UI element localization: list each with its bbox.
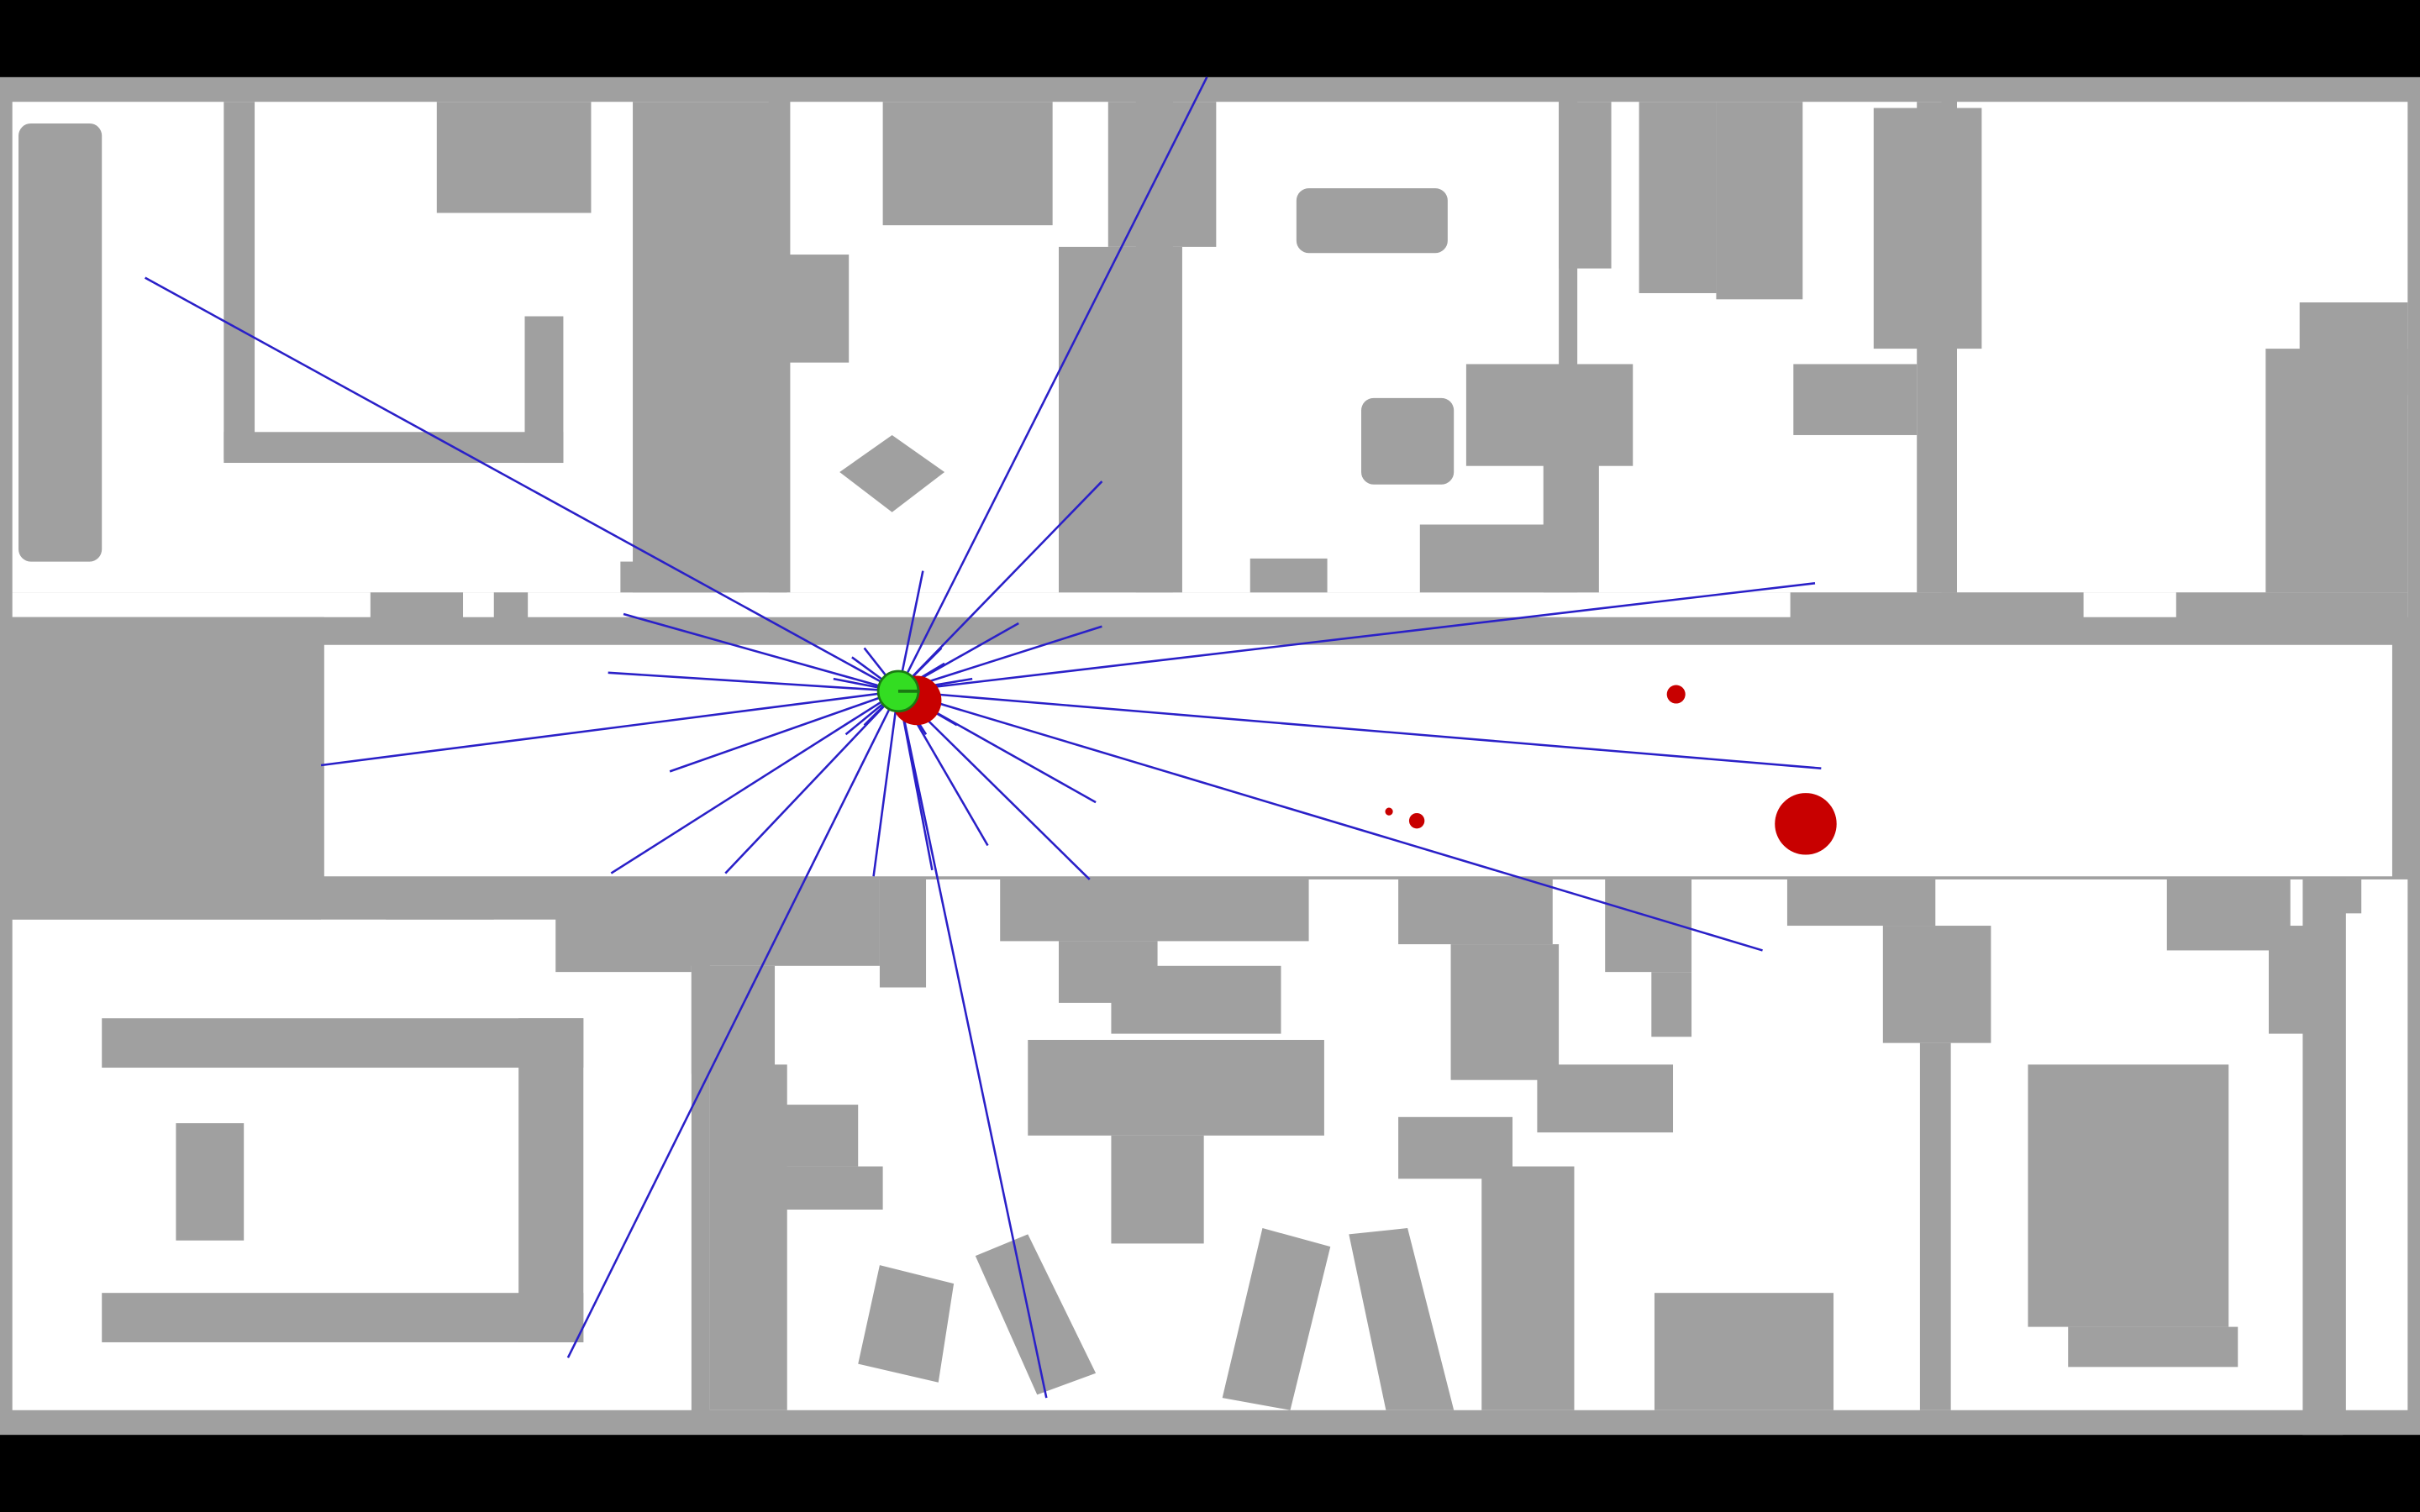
laser-scan [145,76,1822,1399]
laser-ray [145,276,899,692]
laser-ray [724,690,899,874]
letterbox-top [0,0,2420,77]
laser-ray [897,76,1208,692]
laser-ray [897,690,1091,880]
laser-ray [669,690,899,773]
laser-ray [320,690,899,767]
laser-ray [872,690,900,877]
particle-cluster [1385,807,1393,816]
particle-cluster [1666,685,1686,704]
laser-ray [897,690,1822,769]
laser-ray [897,690,1048,1399]
laser-ray [623,612,899,693]
laser-ray [566,690,900,1358]
laser-ray [897,582,1816,693]
letterbox-bottom [0,1435,2420,1512]
laser-ray [610,690,899,874]
obstacles [12,102,2408,1436]
particle-cluster [1408,812,1425,829]
laser-ray [897,625,1102,693]
laser-ray [608,671,899,693]
particle-cluster [1777,799,1809,831]
robot-marker [876,669,920,713]
laser-ray [897,690,1763,952]
